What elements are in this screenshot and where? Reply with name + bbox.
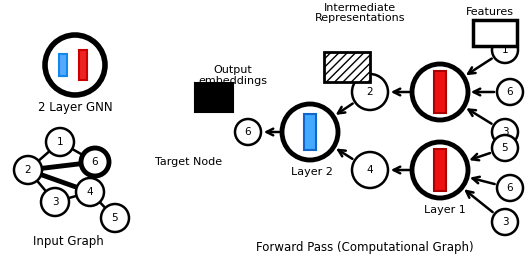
Circle shape <box>352 152 388 188</box>
Text: 2: 2 <box>25 165 31 175</box>
Circle shape <box>492 119 518 145</box>
Circle shape <box>492 135 518 161</box>
Bar <box>304 114 316 150</box>
Text: 3: 3 <box>502 217 508 227</box>
Bar <box>434 149 446 191</box>
Circle shape <box>497 175 523 201</box>
Text: Features: Features <box>466 7 514 17</box>
Circle shape <box>81 148 109 176</box>
Text: 2: 2 <box>367 87 373 97</box>
Text: 6: 6 <box>507 183 514 193</box>
Text: 4: 4 <box>367 165 373 175</box>
Text: Representations: Representations <box>315 13 405 23</box>
Circle shape <box>41 188 69 216</box>
Circle shape <box>352 74 388 110</box>
Text: 4: 4 <box>87 187 93 197</box>
Bar <box>195 83 233 92</box>
Bar <box>473 20 517 46</box>
Circle shape <box>235 119 261 145</box>
Bar <box>434 71 446 113</box>
Bar <box>195 93 233 102</box>
Bar <box>324 52 370 82</box>
Text: Output: Output <box>214 65 252 75</box>
Circle shape <box>101 204 129 232</box>
Bar <box>59 54 67 76</box>
Circle shape <box>497 79 523 105</box>
Bar <box>79 50 87 80</box>
Text: 2 Layer GNN: 2 Layer GNN <box>38 101 112 114</box>
Circle shape <box>45 35 105 95</box>
Text: 5: 5 <box>112 213 118 223</box>
Text: 6: 6 <box>245 127 251 137</box>
Text: Forward Pass (Computational Graph): Forward Pass (Computational Graph) <box>256 242 474 255</box>
Circle shape <box>412 142 468 198</box>
Text: embeddings: embeddings <box>199 76 268 86</box>
Text: 6: 6 <box>507 87 514 97</box>
Text: Target Node: Target Node <box>155 157 222 167</box>
Text: 1: 1 <box>57 137 63 147</box>
Circle shape <box>46 128 74 156</box>
Circle shape <box>282 104 338 160</box>
Text: 3: 3 <box>502 127 508 137</box>
Text: Input Graph: Input Graph <box>33 236 103 249</box>
Text: 6: 6 <box>92 157 98 167</box>
Circle shape <box>492 37 518 63</box>
Bar <box>195 103 233 112</box>
Text: 3: 3 <box>52 197 58 207</box>
Circle shape <box>14 156 42 184</box>
Circle shape <box>412 64 468 120</box>
Text: Intermediate: Intermediate <box>324 3 396 13</box>
Circle shape <box>492 209 518 235</box>
Text: Layer 1: Layer 1 <box>424 205 466 215</box>
Text: 5: 5 <box>502 143 508 153</box>
Circle shape <box>76 178 104 206</box>
Text: Layer 2: Layer 2 <box>291 167 333 177</box>
Text: 1: 1 <box>502 45 508 55</box>
